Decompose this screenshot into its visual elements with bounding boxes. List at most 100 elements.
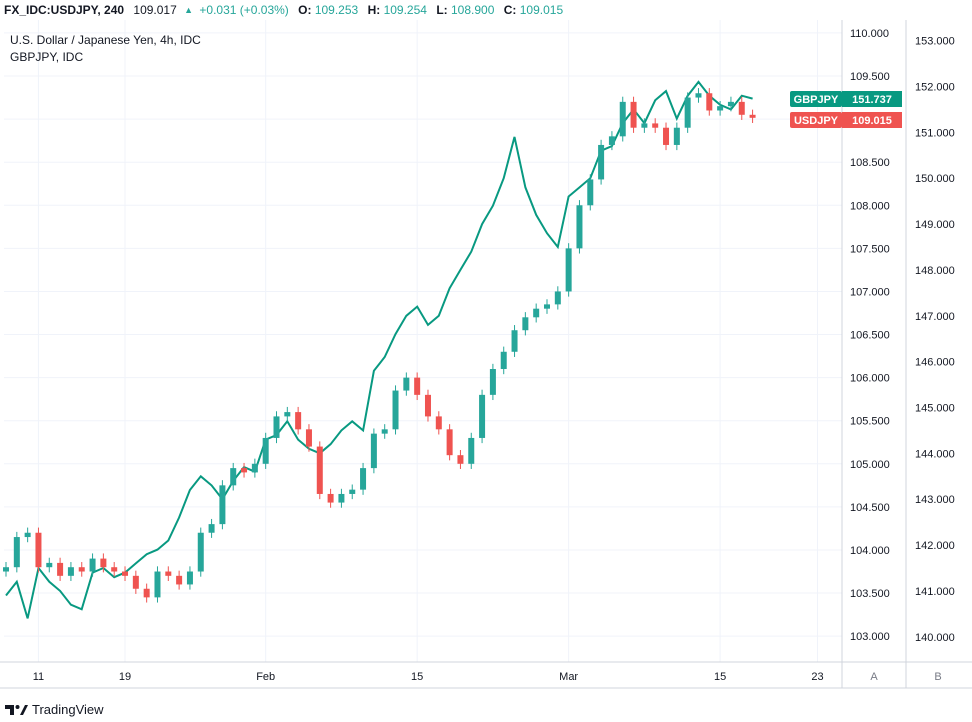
gbpjpy-value-tag	[842, 91, 902, 107]
right-axis-tick: 145.000	[915, 402, 955, 414]
usdjpy-candle	[522, 317, 529, 331]
usdjpy-candle	[35, 532, 42, 568]
usdjpy-candle	[208, 524, 215, 533]
usdjpy-candle	[673, 127, 680, 145]
right-axis-tick: 149.000	[915, 219, 955, 231]
low-label: L:	[436, 3, 448, 17]
usdjpy-candle	[446, 429, 453, 456]
usdjpy-candle	[186, 571, 193, 585]
last-price: 109.017	[133, 3, 177, 17]
usdjpy-candle	[652, 123, 659, 128]
usdjpy-candle	[132, 575, 139, 589]
price-chart[interactable]: 110.000109.500109.000108.500108.000107.5…	[0, 0, 972, 698]
legend-compare-series[interactable]: GBPJPY, IDC	[10, 50, 83, 64]
left-axis-tick: 103.500	[850, 588, 890, 600]
usdjpy-series	[3, 88, 756, 603]
gbpjpy-line	[5, 80, 753, 619]
usdjpy-candle	[598, 144, 605, 180]
usdjpy-candle	[327, 493, 334, 503]
gbpjpy-series	[5, 80, 753, 619]
usdjpy-candle	[554, 291, 561, 305]
time-axis-tick: 15	[714, 671, 726, 683]
price-change: +0.031 (+0.03%)	[199, 3, 289, 17]
high-value: 109.254	[383, 3, 427, 17]
usdjpy-candle	[695, 93, 702, 98]
tradingview-logo-icon	[5, 704, 28, 715]
usdjpy-candle	[479, 394, 486, 438]
right-axis-tick: 153.000	[915, 36, 955, 48]
left-axis-tick: 104.500	[850, 502, 890, 514]
usdjpy-candle	[154, 571, 161, 598]
usdjpy-candle	[414, 377, 421, 395]
time-axis-tick: 15	[411, 671, 423, 683]
usdjpy-candle	[251, 463, 258, 473]
time-axis-tick: Mar	[559, 671, 578, 683]
high-label: H:	[367, 3, 381, 17]
usdjpy-candle	[717, 106, 724, 111]
usdjpy-candle	[533, 308, 540, 318]
usdjpy-candle	[663, 127, 670, 145]
up-arrow-icon: ▲	[184, 5, 194, 15]
usdjpy-candle	[24, 532, 31, 538]
usdjpy-candle	[262, 437, 269, 464]
left-axis-tick: 107.500	[850, 243, 890, 255]
close-label: C:	[503, 3, 517, 17]
right-axis-tick: 151.000	[915, 127, 955, 139]
usdjpy-candle	[738, 101, 745, 115]
scale-b-button: B	[934, 671, 941, 683]
left-axis-tick: 106.500	[850, 330, 890, 342]
usdjpy-candle	[587, 179, 594, 206]
open-label: O:	[298, 3, 312, 17]
usdjpy-tag-label: USDJPY	[794, 115, 839, 127]
usdjpy-candle	[89, 558, 96, 572]
left-axis-tick: 106.000	[850, 373, 890, 385]
chart-grid	[4, 20, 842, 662]
usdjpy-candle	[727, 101, 734, 107]
usdjpy-candle	[706, 93, 713, 111]
usdjpy-candle	[608, 136, 615, 145]
usdjpy-candle	[370, 433, 377, 469]
usdjpy-candle	[749, 114, 756, 118]
axes: 110.000109.500109.000108.500108.000107.5…	[0, 20, 972, 689]
left-axis-tick: 105.500	[850, 416, 890, 428]
legend-main-series[interactable]: U.S. Dollar / Japanese Yen, 4h, IDC	[10, 33, 201, 47]
tradingview-logo[interactable]: TradingView	[4, 702, 104, 717]
usdjpy-candle	[544, 304, 550, 309]
right-axis-tick: 140.000	[915, 632, 955, 644]
usdjpy-candle	[435, 416, 442, 430]
usdjpy-candle	[3, 567, 9, 572]
usdjpy-candle	[13, 537, 20, 568]
usdjpy-candle	[457, 455, 464, 464]
left-axis-tick: 104.000	[850, 545, 890, 557]
symbol-name[interactable]: FX_IDC:USDJPY, 240	[4, 3, 125, 17]
time-axis-tick: 11	[33, 671, 44, 683]
right-axis-tick: 144.000	[915, 448, 955, 460]
usdjpy-candle	[403, 377, 410, 391]
usdjpy-candle	[565, 248, 572, 292]
usdjpy-candle	[67, 567, 74, 576]
right-axis-tick: 143.000	[915, 494, 955, 506]
usdjpy-candle	[100, 558, 107, 568]
usdjpy-candle	[305, 429, 312, 447]
left-axis-tick: 109.500	[850, 71, 890, 83]
right-axis-tick: 152.000	[915, 81, 955, 93]
right-axis-tick: 146.000	[915, 357, 955, 369]
right-axis-tick: 148.000	[915, 265, 955, 277]
usdjpy-candle	[576, 205, 583, 249]
usdjpy-candle	[641, 123, 648, 128]
usdjpy-candle	[78, 567, 85, 572]
usdjpy-candle	[122, 571, 129, 576]
low-value: 108.900	[450, 3, 495, 17]
left-axis-tick: 107.000	[850, 286, 890, 298]
usdjpy-candle	[489, 369, 496, 395]
right-axis-tick: 147.000	[915, 311, 955, 323]
open-value: 109.253	[314, 3, 359, 17]
usdjpy-tag	[790, 112, 842, 128]
usdjpy-candle	[619, 101, 626, 137]
usdjpy-candle	[111, 567, 118, 572]
usdjpy-candle	[630, 101, 637, 128]
left-axis-tick: 105.000	[850, 459, 890, 471]
right-axis-tick: 150.000	[915, 173, 955, 185]
usdjpy-candle	[468, 437, 475, 464]
usdjpy-candle	[338, 493, 345, 503]
